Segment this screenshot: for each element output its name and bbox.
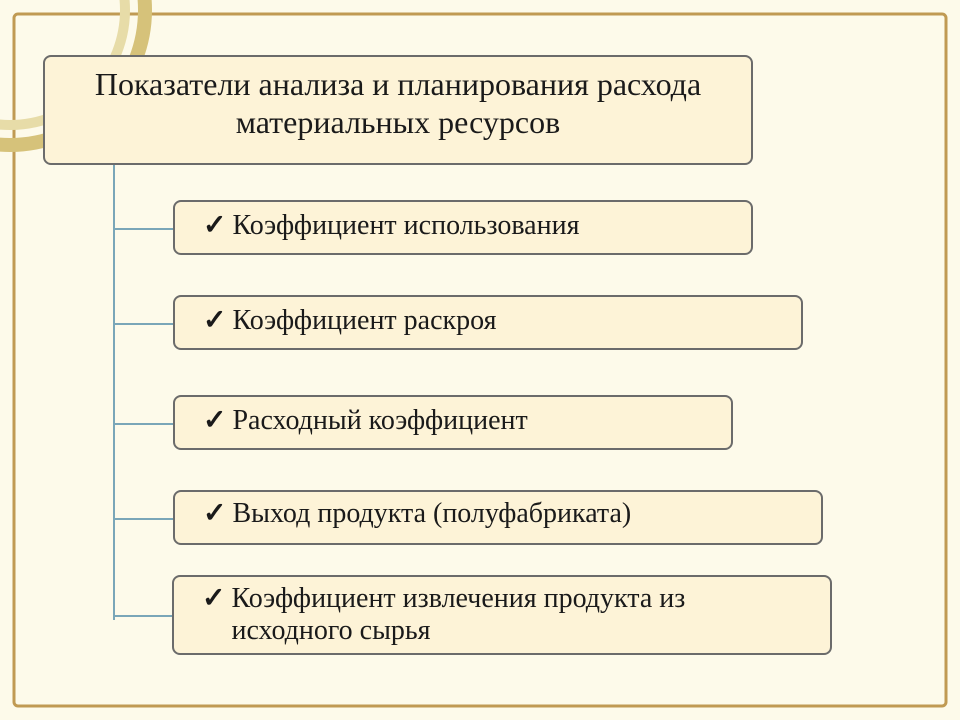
list-item: ✓Коэффициент раскроя [173, 295, 803, 350]
list-item-label: Расходный коэффициент [232, 405, 527, 437]
list-item-label: Коэффициент использования [232, 210, 579, 242]
diagram-header: Показатели анализа и планирования расход… [43, 55, 753, 165]
list-item-label: Коэффициент раскроя [232, 305, 496, 337]
slide: Показатели анализа и планирования расход… [0, 0, 960, 720]
list-item-label: Коэффициент извлечения продукта из исход… [231, 583, 802, 647]
check-icon: ✓ [203, 498, 226, 530]
check-icon: ✓ [202, 583, 225, 615]
check-icon: ✓ [203, 305, 226, 337]
list-item: ✓Коэффициент извлечения продукта из исхо… [172, 575, 832, 655]
tree-branch [113, 615, 172, 617]
check-icon: ✓ [203, 210, 226, 242]
list-item: ✓Коэффициент использования [173, 200, 753, 255]
list-item: ✓Расходный коэффициент [173, 395, 733, 450]
tree-branch [113, 423, 173, 425]
tree-branch [113, 323, 173, 325]
tree-branch [113, 518, 173, 520]
tree-trunk [113, 165, 115, 620]
list-item: ✓Выход продукта (полуфабриката) [173, 490, 823, 545]
diagram-header-text: Показатели анализа и планирования расход… [95, 66, 701, 140]
list-item-label: Выход продукта (полуфабриката) [232, 498, 631, 530]
tree-branch [113, 228, 173, 230]
check-icon: ✓ [203, 405, 226, 437]
